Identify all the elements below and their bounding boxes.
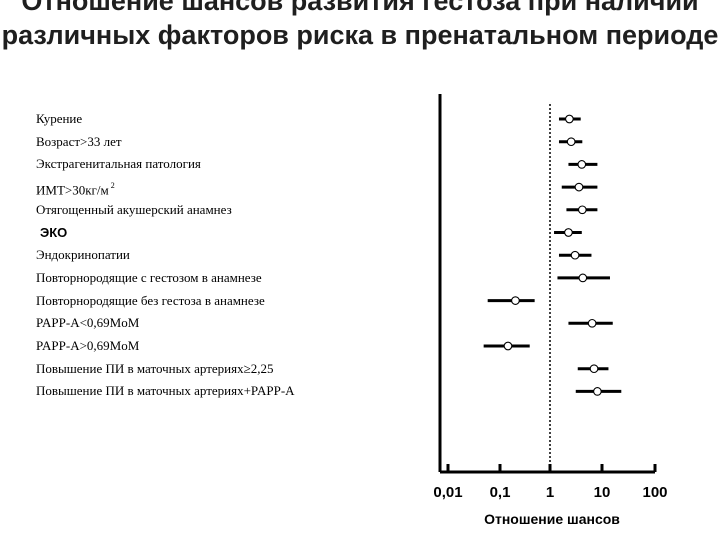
chart-title-container: Отношение шансов развития гестоза при на… bbox=[0, 0, 720, 76]
factor-label-text: Эндокринопатии bbox=[36, 247, 130, 263]
factor-label: Отягощенный акушерский анамнез bbox=[36, 202, 232, 218]
factor-label-text: ИМТ>30кг/м bbox=[36, 182, 109, 198]
factor-label: PAPP-A<0,69MoM bbox=[36, 315, 139, 331]
factor-label: Курение bbox=[36, 111, 82, 127]
x-tick-label: 1 bbox=[546, 484, 554, 501]
point-estimate bbox=[578, 273, 588, 283]
factor-label-text: Повторнородящие с гестозом в анамнезе bbox=[36, 269, 262, 285]
point-estimate bbox=[503, 341, 513, 351]
x-tick-label: 100 bbox=[642, 484, 667, 501]
factor-label: Экстрагенитальная патология bbox=[36, 156, 201, 172]
chart-title: Отношение шансов развития гестоза при на… bbox=[1, 0, 719, 50]
factor-label: Повторнородящие с гестозом в анамнезе bbox=[36, 270, 262, 286]
factor-label-text: Повторнородящие без гестоза в анамнезе bbox=[36, 292, 265, 308]
x-axis-label: Отношение шансов bbox=[484, 511, 620, 527]
point-estimate bbox=[566, 137, 576, 147]
factor-label-text: Курение bbox=[36, 111, 83, 126]
point-estimate bbox=[570, 250, 580, 260]
x-tick-label: 0,01 bbox=[433, 484, 462, 501]
point-estimate bbox=[589, 364, 599, 374]
factor-label: Повторнородящие без гестоза в анамнезе bbox=[36, 293, 265, 309]
factor-label-text: Отягощенный акушерский анамнез bbox=[36, 201, 232, 217]
point-estimate bbox=[511, 296, 520, 305]
factor-label-text: Экстрагенитальная патология bbox=[36, 156, 201, 172]
point-estimate bbox=[587, 318, 597, 328]
factor-label-superscript: 2 bbox=[108, 181, 115, 191]
point-estimate bbox=[593, 387, 602, 396]
point-estimate bbox=[577, 160, 587, 169]
x-tick-label: 10 bbox=[594, 484, 611, 501]
factor-labels: Курение Возраст>33 лет Экстрагенитальная п… bbox=[36, 111, 295, 399]
factor-label-text: PAPP-A>0,69MoM bbox=[36, 338, 140, 353]
factor-label-text: PAPP-A<0,69MoM bbox=[36, 315, 140, 331]
factor-label-text: Возраст>33 лет bbox=[36, 133, 122, 149]
factor-label: ЭКО bbox=[40, 225, 67, 241]
factor-label-text: ЭКО bbox=[40, 224, 68, 240]
point-estimate bbox=[565, 114, 574, 124]
x-tick-label: 0,1 bbox=[490, 484, 511, 501]
point-estimate bbox=[564, 228, 573, 237]
factor-label: ИМТ>30кг/м 2 bbox=[36, 179, 115, 198]
point-estimate bbox=[574, 182, 584, 192]
factor-label-text: Повышение ПИ в маточных артериях≥2,25 bbox=[36, 360, 274, 376]
factor-label: Повышение ПИ в маточных артериях+PAPP-A bbox=[36, 383, 295, 399]
factor-label: Повышение ПИ в маточных артериях≥2,25 bbox=[36, 361, 274, 377]
factor-label: PAPP-A>0,69MoM bbox=[36, 338, 139, 354]
factor-label: Эндокринопатии bbox=[36, 247, 130, 263]
point-estimate bbox=[577, 205, 587, 215]
factor-label-text: Повышение ПИ в маточных артериях+PAPP-A bbox=[36, 383, 295, 399]
factor-label: Возраст>33 лет bbox=[36, 134, 122, 150]
